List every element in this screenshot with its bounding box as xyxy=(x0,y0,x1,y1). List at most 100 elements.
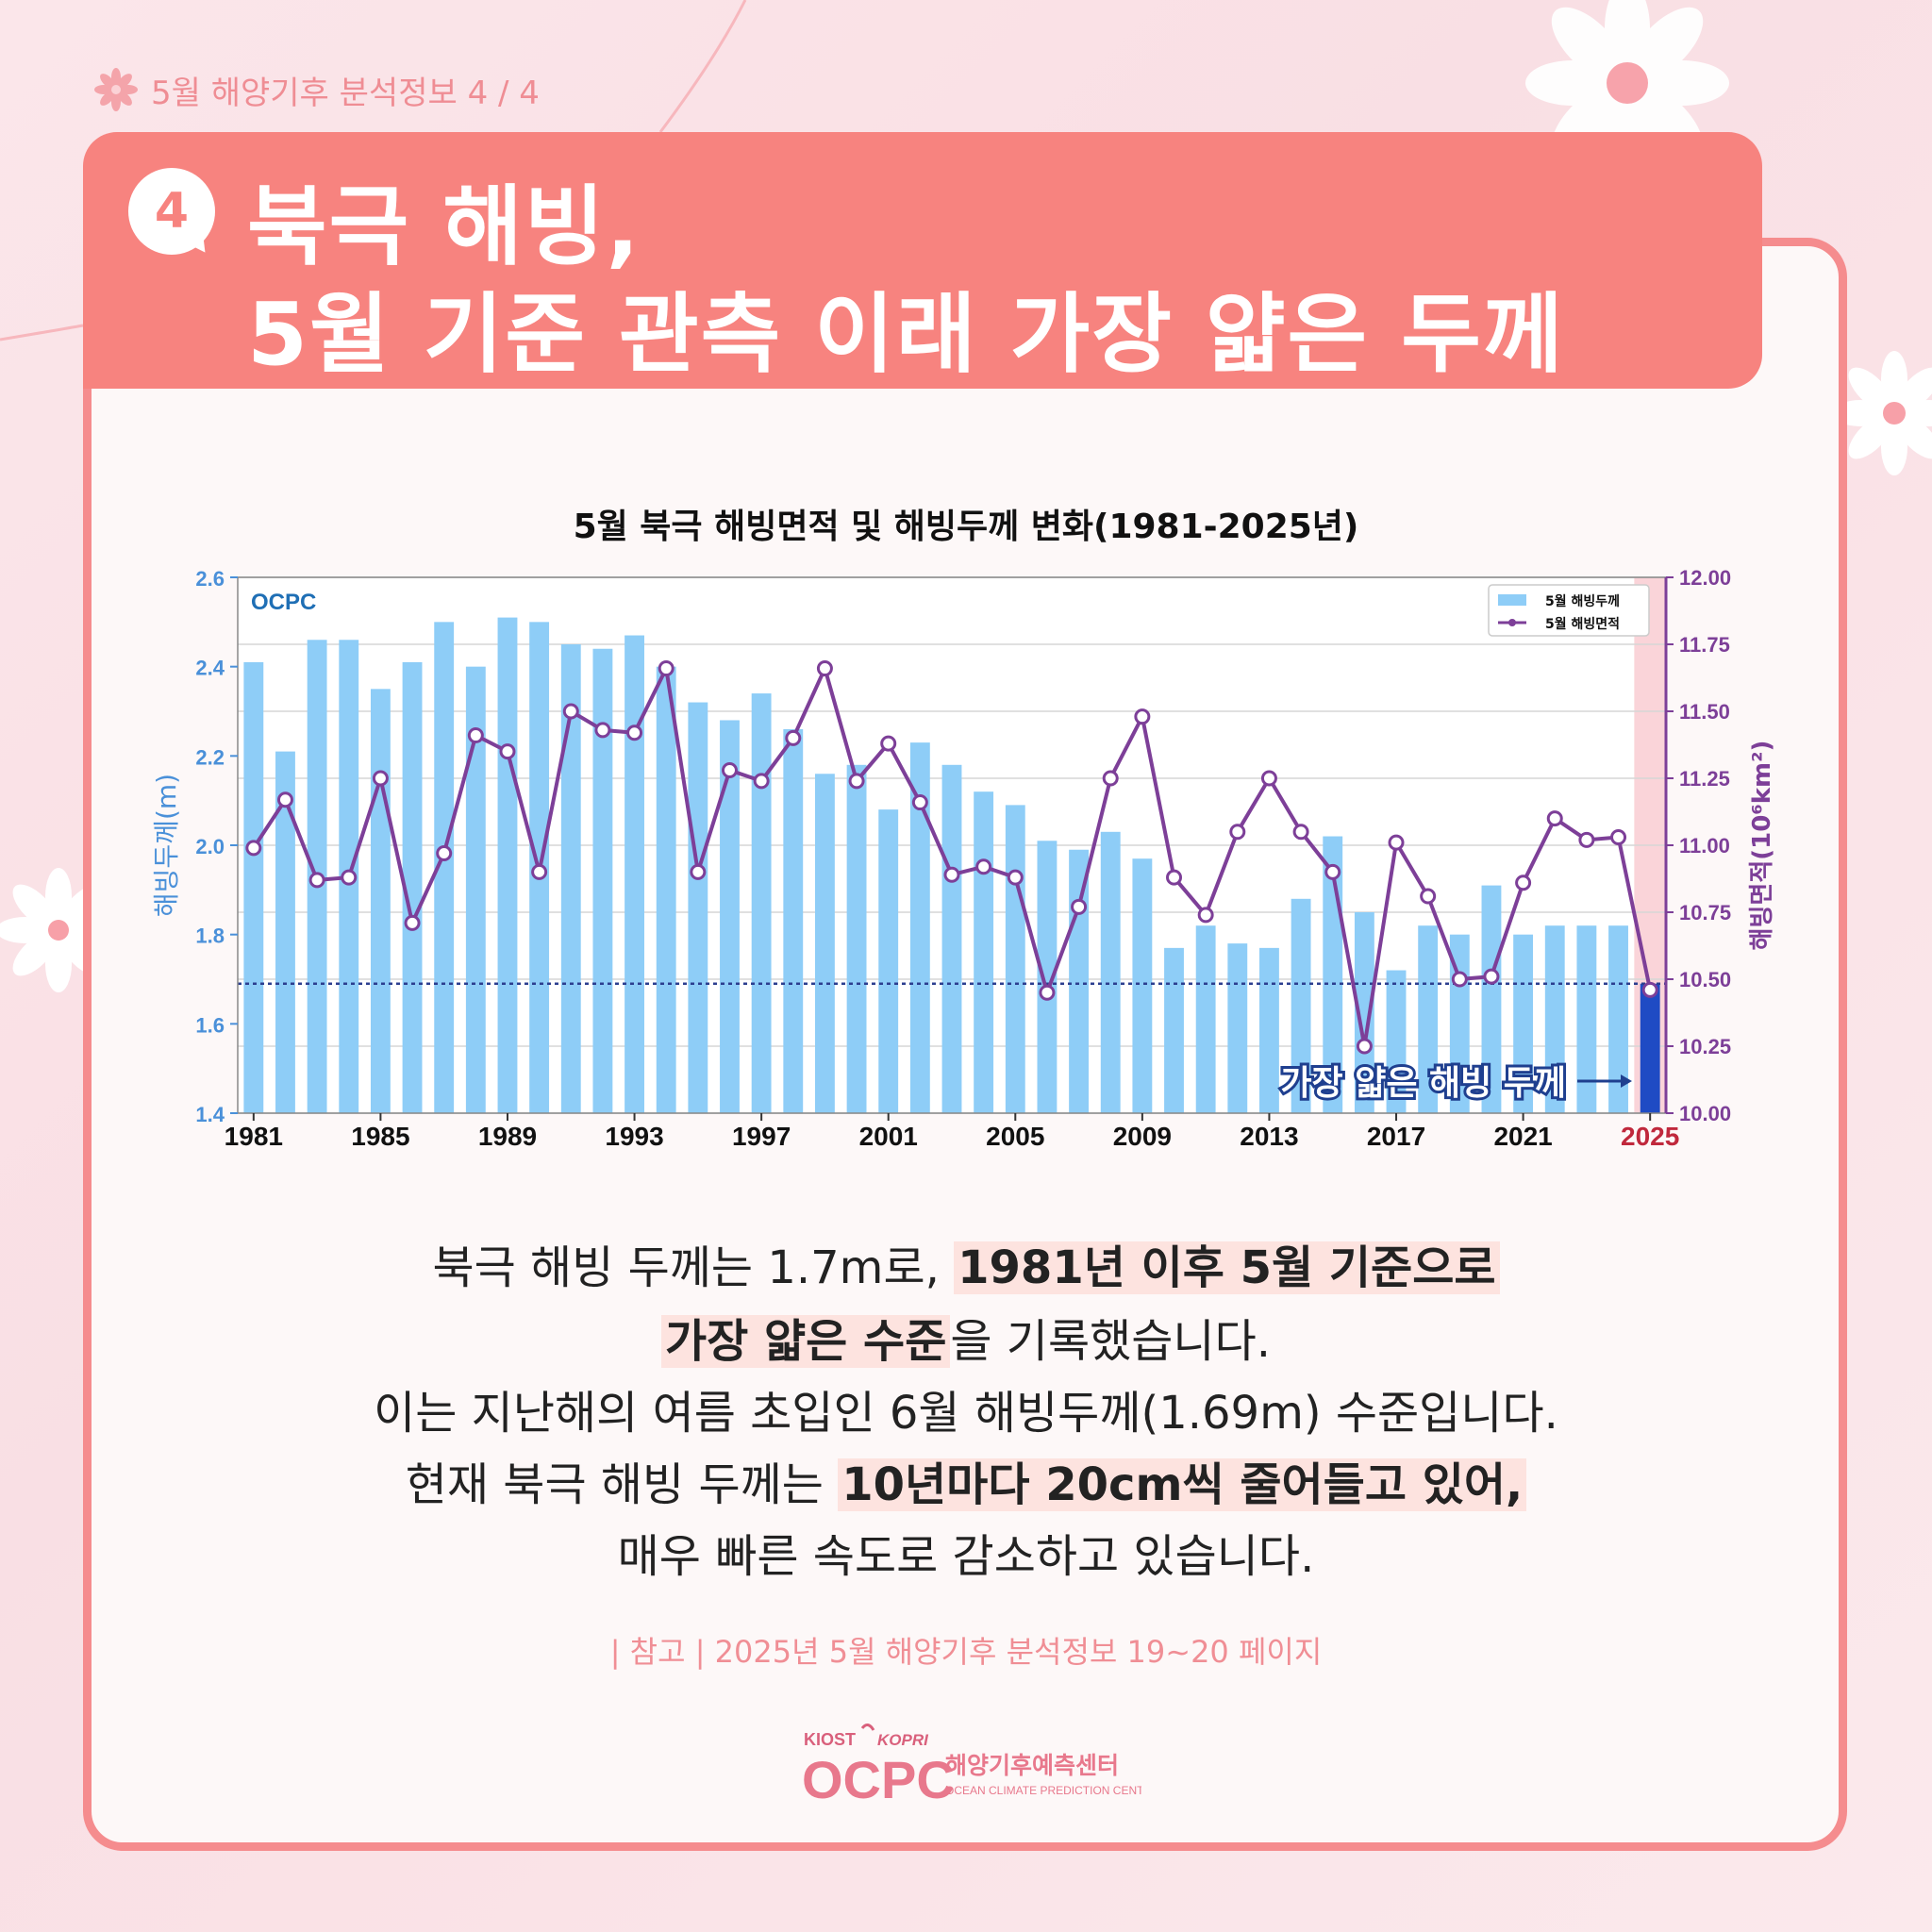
area-point-2014 xyxy=(1292,824,1309,841)
bar-2011 xyxy=(1195,925,1216,1113)
body-line-2-highlight: 가장 얇은 수준 xyxy=(660,1315,951,1368)
title-banner xyxy=(83,132,1762,389)
flower-decoration-icon xyxy=(1838,351,1932,475)
bar-2007 xyxy=(1069,849,1090,1113)
body-line-1-plain: 북극 해빙 두께는 1.7m로, xyxy=(432,1241,955,1294)
bar-1988 xyxy=(465,666,486,1113)
area-point-2001 xyxy=(880,735,897,752)
bar-2001 xyxy=(878,809,899,1113)
bar-2004 xyxy=(974,791,994,1113)
area-point-1997 xyxy=(753,773,770,790)
left-tick-label: 1.8 xyxy=(195,924,225,948)
area-point-2004 xyxy=(975,858,992,875)
bar-2008 xyxy=(1100,831,1121,1113)
bar-2025 xyxy=(1640,983,1660,1113)
x-tick-label: 2009 xyxy=(1113,1122,1172,1151)
chart-title: 5월 북극 해빙면적 및 해빙두께 변화(1981-2025년) xyxy=(574,508,1359,546)
body-line-4-highlight: 10년마다 20cm씩 줄어들고 있어, xyxy=(838,1458,1527,1511)
body-line-2: 가장 얇은 수준을 기록했습니다. xyxy=(189,1306,1743,1377)
right-tick-label: 10.50 xyxy=(1679,968,1731,991)
bar-1998 xyxy=(783,728,804,1113)
page-header: 5월 해양기후 분석정보 4 / 4 xyxy=(94,66,540,113)
y-axis-label: 해빙두께(m) xyxy=(151,774,182,917)
bar-1985 xyxy=(370,689,391,1113)
area-point-2021 xyxy=(1515,874,1532,891)
x-tick-label: 2001 xyxy=(859,1122,918,1151)
flower-icon xyxy=(94,68,138,111)
bar-2003 xyxy=(941,764,962,1113)
x-tick-label: 2025 xyxy=(1621,1122,1679,1151)
area-point-2020 xyxy=(1483,968,1500,985)
x-tick-label: 1989 xyxy=(478,1122,537,1151)
right-tick-label: 11.25 xyxy=(1679,767,1730,791)
logo-english: OCEAN CLIMATE PREDICTION CENTER xyxy=(945,1784,1141,1797)
logo-ocpc: OCPC xyxy=(802,1750,955,1807)
area-point-2012 xyxy=(1229,824,1246,841)
right-tick-label: 11.75 xyxy=(1679,633,1730,657)
area-point-1985 xyxy=(372,770,389,787)
legend-box xyxy=(1488,584,1650,637)
legend-bar-label: 5월 해빙두께 xyxy=(1545,593,1620,609)
bar-1999 xyxy=(814,774,835,1113)
annotation-arrowhead xyxy=(1621,1074,1632,1088)
bar-2018 xyxy=(1418,925,1439,1113)
area-point-1984 xyxy=(341,869,358,886)
area-point-1981 xyxy=(245,840,262,857)
area-point-1988 xyxy=(467,727,484,744)
bar-1987 xyxy=(434,622,455,1113)
body-line-1-highlight: 1981년 이후 5월 기준으로 xyxy=(954,1241,1500,1294)
area-point-1986 xyxy=(404,914,421,931)
area-point-2016 xyxy=(1356,1038,1373,1055)
x-tick-label: 1981 xyxy=(225,1122,283,1151)
body-line-4-plain: 현재 북극 해빙 두께는 xyxy=(405,1458,839,1511)
right-tick-label: 10.25 xyxy=(1679,1035,1731,1058)
bar-2014 xyxy=(1291,898,1311,1113)
legend-bar-swatch xyxy=(1498,594,1526,606)
right-tick-label: 11.00 xyxy=(1679,834,1730,858)
bar-1981 xyxy=(243,661,264,1113)
area-point-2013 xyxy=(1260,770,1277,787)
bar-2006 xyxy=(1037,841,1058,1113)
bar-1994 xyxy=(656,666,676,1113)
bar-1986 xyxy=(402,661,423,1113)
area-point-1993 xyxy=(626,724,643,741)
bar-2010 xyxy=(1164,947,1184,1113)
logo-kopri: KOPRI xyxy=(877,1731,929,1749)
area-point-1987 xyxy=(436,845,453,862)
body-line-2-plain: 을 기록했습니다. xyxy=(950,1315,1272,1368)
x-tick-label: 1985 xyxy=(351,1122,409,1151)
area-point-1991 xyxy=(562,703,579,720)
left-tick-label: 1.4 xyxy=(195,1103,225,1126)
bar-2016 xyxy=(1354,912,1374,1113)
legend-line-marker xyxy=(1508,619,1516,626)
area-point-2011 xyxy=(1197,907,1214,924)
bar-2005 xyxy=(1005,805,1025,1113)
bar-1991 xyxy=(560,644,581,1113)
area-point-1982 xyxy=(276,791,293,808)
x-tick-label: 2021 xyxy=(1493,1122,1552,1151)
area-point-1983 xyxy=(308,872,325,889)
bar-2013 xyxy=(1259,947,1279,1113)
area-point-1996 xyxy=(721,761,738,778)
left-tick-label: 2.0 xyxy=(195,835,225,858)
left-tick-label: 2.6 xyxy=(195,567,225,591)
right-tick-label: 12.00 xyxy=(1679,566,1731,590)
bar-1992 xyxy=(592,648,613,1113)
left-tick-label: 1.6 xyxy=(195,1013,225,1037)
x-tick-label: 2005 xyxy=(986,1122,1044,1151)
area-point-2010 xyxy=(1166,869,1183,886)
x-tick-label: 2013 xyxy=(1240,1122,1298,1151)
area-point-2025 xyxy=(1641,981,1658,998)
flower-decoration-icon xyxy=(0,868,104,992)
x-tick-label: 2017 xyxy=(1367,1122,1425,1151)
x-tick-label: 1997 xyxy=(732,1122,791,1151)
page-title-line-2: 5월 기준 관측 이래 가장 얇은 두께 xyxy=(247,284,1565,385)
area-point-1999 xyxy=(816,660,833,677)
logo-korean: 해양기후예측센터 xyxy=(945,1752,1119,1779)
bar-2024 xyxy=(1608,925,1628,1113)
bar-1997 xyxy=(751,693,772,1113)
bar-2020 xyxy=(1481,885,1502,1113)
area-point-2006 xyxy=(1039,984,1056,1001)
y2-axis-label: 해빙면적(10⁶km²) xyxy=(1748,741,1776,951)
area-point-2009 xyxy=(1134,708,1151,725)
